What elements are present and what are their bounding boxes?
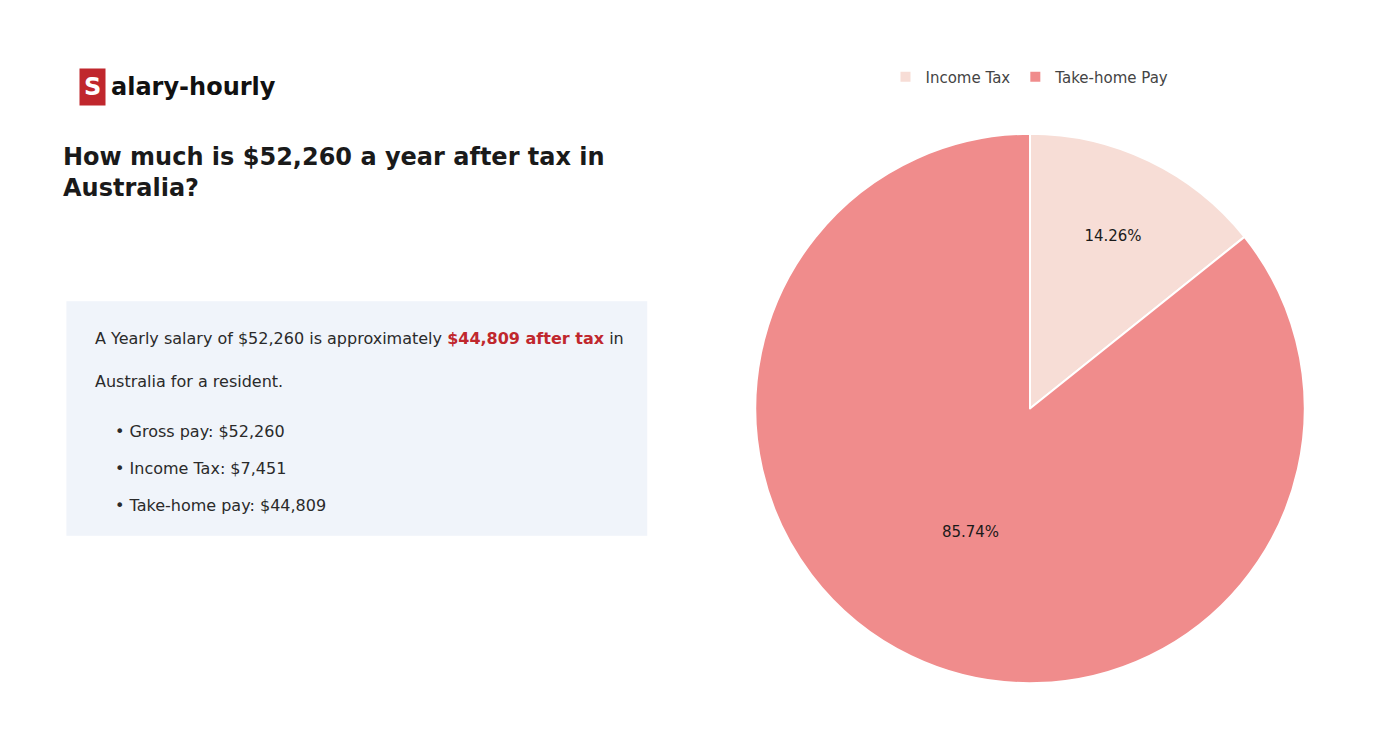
svg-text:Income Tax: Income Tax bbox=[926, 69, 1011, 87]
svg-text:• Income Tax: $7,451: • Income Tax: $7,451 bbox=[115, 459, 286, 478]
svg-text:alary-hourly: alary-hourly bbox=[111, 73, 276, 101]
svg-text:• Take-home pay: $44,809: • Take-home pay: $44,809 bbox=[115, 496, 326, 515]
svg-text:85.74%: 85.74% bbox=[942, 523, 999, 541]
svg-text:How much is $52,260 a year aft: How much is $52,260 a year after tax inA… bbox=[63, 143, 605, 202]
svg-text:14.26%: 14.26% bbox=[1084, 227, 1141, 245]
svg-text:Australia for a resident.: Australia for a resident. bbox=[95, 372, 283, 391]
svg-text:• Gross pay: $52,260: • Gross pay: $52,260 bbox=[115, 422, 285, 441]
svg-text:S: S bbox=[84, 73, 101, 101]
svg-text:A Yearly salary of $52,260 is: A Yearly salary of $52,260 is approximat… bbox=[95, 329, 624, 348]
svg-text:Take-home Pay: Take-home Pay bbox=[1054, 69, 1168, 87]
